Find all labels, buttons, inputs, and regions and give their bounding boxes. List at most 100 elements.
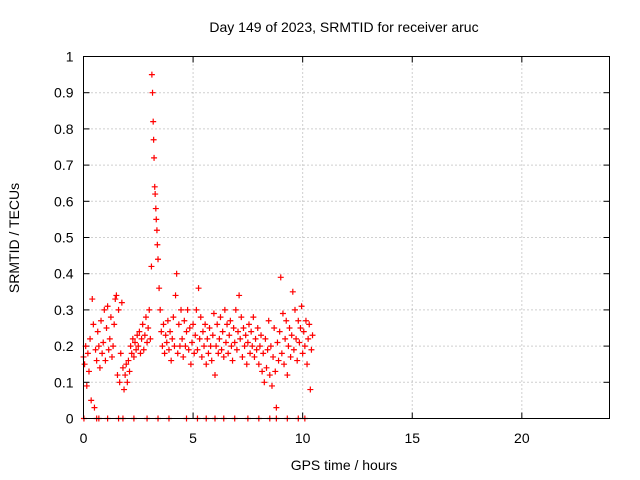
data-point — [231, 339, 238, 346]
data-point — [151, 154, 158, 161]
data-point — [243, 361, 250, 368]
x-tick-label: 5 — [189, 430, 197, 446]
data-point — [156, 285, 163, 292]
data-point — [167, 328, 174, 335]
data-point — [232, 306, 239, 313]
data-point — [288, 332, 295, 339]
data-point — [221, 306, 228, 313]
data-point — [212, 372, 218, 379]
data-point — [95, 343, 102, 350]
data-point — [295, 317, 302, 324]
data-point — [133, 346, 140, 353]
data-point — [141, 332, 148, 339]
data-point — [270, 353, 277, 360]
data-point — [149, 89, 156, 96]
data-point — [228, 343, 235, 350]
data-point — [188, 339, 195, 346]
data-point — [235, 328, 242, 335]
data-point — [160, 321, 167, 328]
data-point — [287, 353, 294, 360]
data-point — [135, 343, 142, 350]
data-point — [190, 321, 197, 328]
data-point — [172, 292, 179, 299]
data-point — [227, 317, 234, 324]
data-point — [279, 310, 286, 317]
data-point — [116, 379, 123, 386]
data-point — [148, 71, 155, 78]
x-tick-label: 15 — [404, 430, 420, 446]
data-point — [128, 350, 135, 357]
data-point — [209, 332, 216, 339]
data-point — [132, 339, 139, 346]
data-point — [144, 339, 151, 346]
data-point — [152, 205, 159, 212]
data-point — [281, 361, 288, 368]
y-tick-label: 0.8 — [54, 121, 74, 137]
data-point — [176, 343, 183, 350]
data-point — [106, 335, 113, 342]
data-point — [251, 353, 258, 360]
data-point — [191, 350, 198, 357]
data-point — [180, 353, 187, 360]
data-point — [282, 335, 289, 342]
data-point — [162, 332, 169, 339]
data-point — [113, 292, 120, 299]
data-point — [83, 382, 90, 389]
data-point — [261, 379, 268, 386]
data-point — [173, 270, 180, 277]
grid-lines — [83, 56, 610, 419]
data-point — [169, 335, 176, 342]
y-tick-label: 0.2 — [54, 338, 74, 354]
x-tick-label: 20 — [514, 430, 530, 446]
data-point — [98, 317, 105, 324]
data-point — [299, 350, 306, 357]
data-point — [185, 346, 192, 353]
data-point — [146, 306, 153, 313]
x-tick-label: 10 — [295, 430, 311, 446]
data-point — [208, 357, 215, 364]
data-point — [252, 335, 259, 342]
data-point — [174, 350, 181, 357]
data-point — [122, 372, 129, 379]
data-point — [225, 350, 232, 357]
data-point — [230, 325, 237, 331]
data-point — [241, 343, 248, 350]
data-point — [220, 353, 227, 360]
data-point — [205, 350, 212, 357]
data-points — [80, 71, 316, 422]
data-point — [229, 357, 236, 364]
data-point — [271, 325, 278, 331]
data-point — [134, 332, 141, 339]
data-point — [179, 335, 186, 342]
axis-ticks — [83, 56, 610, 419]
data-point — [181, 317, 188, 324]
data-point — [305, 335, 312, 342]
y-tick-label: 0.3 — [54, 302, 74, 318]
data-point — [153, 216, 160, 223]
data-point — [145, 325, 152, 331]
data-point — [199, 328, 206, 335]
x-tick-labels: 0 5 10 15 20 — [80, 430, 530, 446]
data-point — [161, 350, 168, 357]
data-point — [127, 343, 134, 350]
data-point — [170, 314, 177, 321]
data-point — [214, 321, 221, 328]
data-point — [210, 310, 217, 317]
data-point — [84, 350, 91, 357]
y-axis-label: SRMTID / TECUs — [6, 183, 22, 293]
data-point — [240, 325, 247, 331]
data-point — [286, 325, 293, 331]
data-point — [306, 321, 313, 328]
data-point — [123, 361, 130, 368]
data-point — [277, 274, 284, 281]
data-point — [93, 357, 100, 364]
data-point — [94, 328, 101, 335]
data-point — [253, 346, 260, 353]
data-point — [92, 346, 99, 353]
chart-title: Day 149 of 2023, SRMTID for receiver aru… — [209, 19, 478, 35]
data-point — [284, 372, 291, 379]
data-point — [249, 343, 256, 350]
data-point — [204, 335, 211, 342]
data-point — [192, 332, 199, 339]
data-point — [255, 361, 262, 368]
